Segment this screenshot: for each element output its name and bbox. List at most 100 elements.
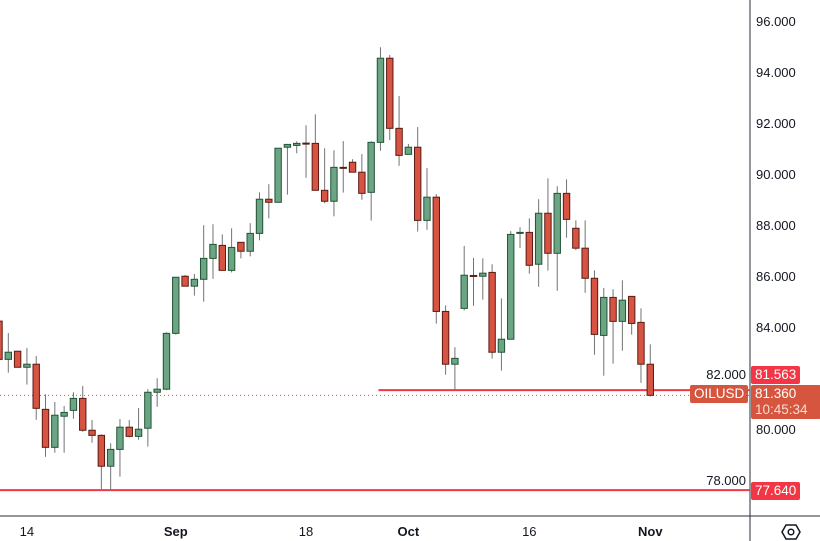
candle bbox=[209, 224, 217, 279]
candle-body-down bbox=[302, 142, 310, 145]
candle bbox=[218, 234, 226, 271]
candle bbox=[525, 218, 534, 274]
candle bbox=[246, 223, 254, 257]
candle-body-up bbox=[600, 296, 608, 336]
candle-body-down bbox=[413, 146, 422, 221]
candle bbox=[162, 332, 171, 391]
candle-body-down bbox=[97, 434, 106, 467]
candle-body-down bbox=[572, 227, 580, 249]
candle-body-up bbox=[283, 143, 292, 148]
chart-settings-icon[interactable] bbox=[780, 523, 802, 541]
candle bbox=[227, 228, 236, 273]
candle-body-down bbox=[609, 296, 617, 322]
candle bbox=[451, 347, 459, 390]
candle-body-down bbox=[320, 189, 329, 202]
price-tick-label: 96.000 bbox=[756, 14, 796, 29]
candle bbox=[125, 420, 133, 438]
candle bbox=[516, 227, 524, 248]
candle-body-up bbox=[534, 212, 543, 265]
price-tick-label: 88.000 bbox=[756, 218, 796, 233]
candle bbox=[562, 179, 571, 238]
candle bbox=[97, 434, 106, 490]
candle-body-up bbox=[423, 196, 431, 221]
last-price-tag: 81.360 10:45:34 bbox=[751, 385, 820, 419]
time-tick-label: 14 bbox=[19, 524, 35, 539]
candle-body-down bbox=[41, 408, 50, 448]
candle bbox=[255, 192, 264, 241]
candle bbox=[376, 47, 385, 151]
candle-body-up bbox=[209, 243, 217, 259]
candle-body-down bbox=[339, 166, 347, 169]
candle bbox=[106, 443, 115, 491]
candle-body-down bbox=[432, 196, 440, 312]
candle-body-down bbox=[358, 171, 366, 194]
candle bbox=[172, 276, 180, 335]
candle-body-down bbox=[311, 142, 320, 191]
candle bbox=[479, 258, 487, 300]
candle bbox=[274, 147, 282, 203]
candle bbox=[134, 408, 143, 440]
time-tick-label: Nov bbox=[637, 524, 663, 539]
candle bbox=[386, 54, 394, 141]
candle-body-up bbox=[23, 363, 31, 368]
candle-body-up bbox=[497, 338, 506, 353]
candle-body-up bbox=[172, 276, 180, 334]
price-tick-label: 94.000 bbox=[756, 65, 796, 80]
candle-body-up bbox=[246, 232, 254, 252]
candle-body-down bbox=[348, 161, 357, 173]
candle bbox=[190, 273, 199, 296]
candle-body-down bbox=[88, 429, 96, 436]
candle-body-down bbox=[488, 271, 496, 353]
candle bbox=[395, 95, 403, 166]
candle-body-up bbox=[274, 147, 282, 203]
candle-body-down bbox=[590, 277, 599, 335]
candle-body-up bbox=[376, 57, 385, 143]
candle bbox=[488, 264, 496, 359]
candle-body-down bbox=[181, 275, 189, 287]
price-tick-label: 86.000 bbox=[756, 269, 796, 284]
candle-body-down bbox=[386, 57, 394, 129]
candle-body-up bbox=[330, 166, 338, 202]
candle bbox=[553, 186, 561, 291]
candle bbox=[199, 225, 208, 302]
candle bbox=[23, 347, 31, 385]
candle-body-down bbox=[125, 426, 133, 437]
countdown-timer: 10:45:34 bbox=[755, 402, 808, 417]
candle bbox=[367, 141, 375, 221]
candle bbox=[423, 168, 431, 230]
candle-body-down bbox=[13, 350, 22, 368]
candle bbox=[69, 392, 78, 419]
candle-body-down bbox=[581, 247, 589, 279]
candle-body-down bbox=[441, 310, 450, 365]
candle-body-up bbox=[293, 142, 301, 146]
candle bbox=[358, 154, 366, 200]
candle-body-up bbox=[460, 274, 468, 309]
candle bbox=[283, 143, 292, 195]
candle-body-up bbox=[618, 299, 627, 322]
candle-body-down bbox=[637, 321, 645, 365]
symbol-tag: OILUSD bbox=[690, 385, 749, 403]
candle-body-up bbox=[553, 192, 561, 254]
candle-body-down bbox=[627, 295, 636, 324]
candle-body-up bbox=[116, 426, 124, 450]
candle bbox=[497, 298, 506, 371]
candle bbox=[237, 241, 245, 259]
last-price-value: 81.360 bbox=[755, 386, 797, 401]
candle bbox=[469, 257, 478, 306]
candle-body-up bbox=[227, 246, 236, 271]
candle-body-up bbox=[404, 146, 413, 155]
candle-body-up bbox=[51, 414, 59, 448]
candle bbox=[311, 114, 320, 191]
candle bbox=[153, 378, 161, 407]
candle bbox=[646, 344, 654, 397]
candle-body-up bbox=[106, 448, 115, 467]
candle-body-up bbox=[199, 257, 208, 280]
candle-body-down bbox=[525, 231, 534, 266]
candle bbox=[13, 350, 22, 368]
candle bbox=[581, 220, 589, 293]
candle bbox=[0, 320, 3, 360]
candle-body-up bbox=[162, 332, 171, 390]
candle-body-down bbox=[395, 127, 403, 156]
candle bbox=[79, 385, 87, 432]
